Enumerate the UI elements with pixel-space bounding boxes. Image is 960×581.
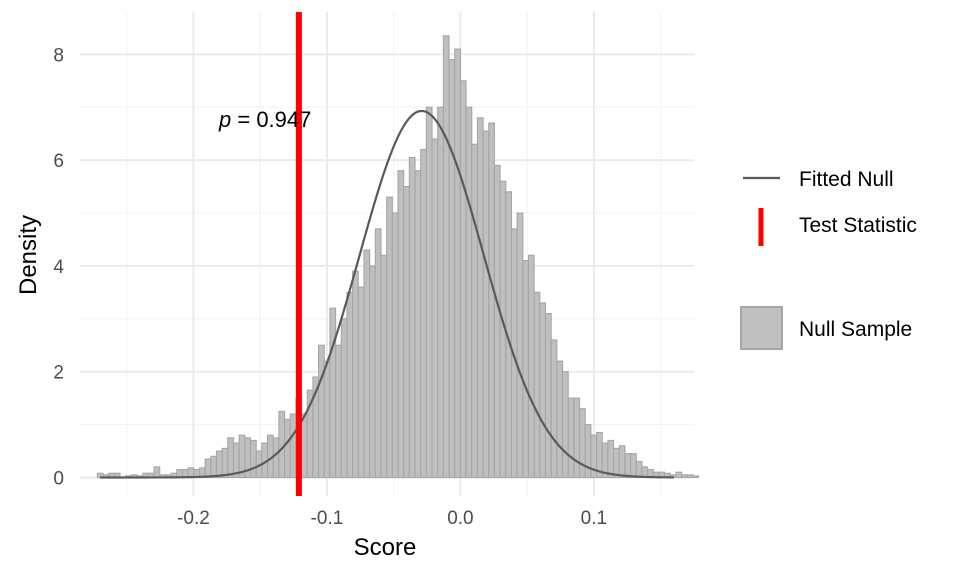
histogram-bar	[516, 212, 524, 479]
fitted-null-curve	[100, 109, 674, 479]
histogram-bar	[403, 186, 410, 479]
histogram-bar	[204, 458, 212, 479]
histogram-bar	[493, 164, 501, 479]
legend-null-sample-key	[740, 306, 783, 350]
y-tick-label: 2	[53, 363, 64, 384]
x-tick-labels: -0.2 -0.1 0.0 0.1	[177, 508, 607, 529]
histogram-bar	[476, 117, 484, 479]
histogram-bar	[352, 270, 359, 479]
histogram-bar	[630, 453, 637, 479]
histogram-bar	[561, 371, 569, 479]
histogram-bar	[607, 439, 615, 479]
histogram-bar	[425, 106, 433, 479]
histogram-bar	[692, 475, 700, 479]
histogram-bar	[340, 318, 348, 479]
histogram-bar	[386, 196, 393, 479]
histogram-bar	[448, 59, 456, 479]
histogram-bar	[675, 471, 683, 479]
histogram-bar	[465, 106, 473, 479]
x-tick-label: -0.2	[177, 508, 210, 529]
p-value-text: = 0.947	[231, 107, 311, 132]
histogram-bar	[323, 360, 331, 479]
histogram-bar	[318, 344, 325, 479]
histogram-bar	[613, 447, 620, 479]
x-tick-label: 0.1	[581, 508, 607, 529]
legend-fitted-null-label: Fitted Null	[799, 168, 894, 191]
y-tick-label: 6	[53, 151, 64, 172]
histogram-bar	[431, 138, 439, 479]
histogram-bar	[272, 437, 280, 479]
legend-test-statistic-label: Test Statistic	[799, 214, 917, 237]
histogram-bar	[153, 466, 161, 479]
histogram-bar	[482, 130, 490, 479]
histogram-bar	[437, 106, 444, 479]
y-tick-label: 0	[53, 468, 64, 489]
histogram-bar	[635, 461, 643, 479]
histogram-bar	[544, 312, 552, 479]
histogram-bar	[374, 228, 382, 479]
y-tick-label: 4	[53, 257, 64, 278]
histogram-bar	[335, 344, 342, 479]
histogram-bar	[533, 291, 541, 479]
histogram-bar	[408, 156, 416, 479]
histogram-bar	[278, 410, 286, 479]
histogram-bar	[249, 439, 257, 479]
histogram-bar	[329, 307, 337, 479]
histogram-bar	[556, 360, 564, 479]
histogram-bar	[624, 453, 632, 479]
histogram-bar	[289, 413, 297, 479]
histogram-bar	[527, 254, 535, 479]
histogram-bar	[210, 455, 218, 479]
histogram-bars	[96, 35, 700, 479]
fitted-null-curve-group	[100, 109, 674, 479]
histogram-bar	[618, 445, 626, 479]
x-tick-label: 0.0	[447, 508, 473, 529]
histogram-bar	[539, 302, 547, 479]
histogram-bar	[284, 418, 291, 479]
histogram-bar	[686, 474, 694, 479]
histogram-bar	[442, 35, 450, 479]
histogram-bar	[550, 339, 558, 479]
histogram-bar	[573, 397, 581, 479]
histogram-bar	[578, 408, 586, 479]
histogram-bar	[357, 286, 365, 479]
histogram-bar	[221, 447, 229, 479]
histogram-bar	[414, 170, 422, 479]
histogram-bar	[454, 48, 461, 479]
x-tick-label: -0.1	[311, 508, 344, 529]
histogram-bar	[488, 122, 495, 479]
histogram-bar	[215, 450, 223, 479]
histogram-bar	[227, 437, 235, 479]
histogram-bar	[369, 265, 376, 479]
histogram-bar	[471, 143, 478, 479]
histogram-bar	[301, 413, 308, 479]
histogram-bar	[391, 212, 399, 479]
histogram-bar	[459, 80, 467, 479]
histogram-bar	[584, 424, 592, 479]
legend: Fitted Null Test Statistic Null Sample	[740, 168, 917, 350]
y-axis-title: Density	[15, 215, 42, 295]
histogram-bar	[681, 474, 688, 479]
histogram-bar	[397, 170, 405, 479]
histogram-bar	[567, 397, 575, 479]
histogram-bar	[346, 291, 354, 479]
histogram-bar	[380, 254, 388, 479]
histogram-bar	[522, 260, 530, 479]
legend-null-sample-label: Null Sample	[799, 318, 912, 341]
p-value-annotation: p = 0.947	[218, 107, 311, 132]
histogram-bar	[420, 148, 427, 479]
x-axis-title: Score	[354, 534, 417, 561]
p-symbol: p	[218, 107, 231, 132]
y-tick-labels: 0 2 4 6 8	[53, 45, 64, 489]
y-tick-label: 8	[53, 45, 64, 66]
histogram-bar	[363, 249, 371, 479]
